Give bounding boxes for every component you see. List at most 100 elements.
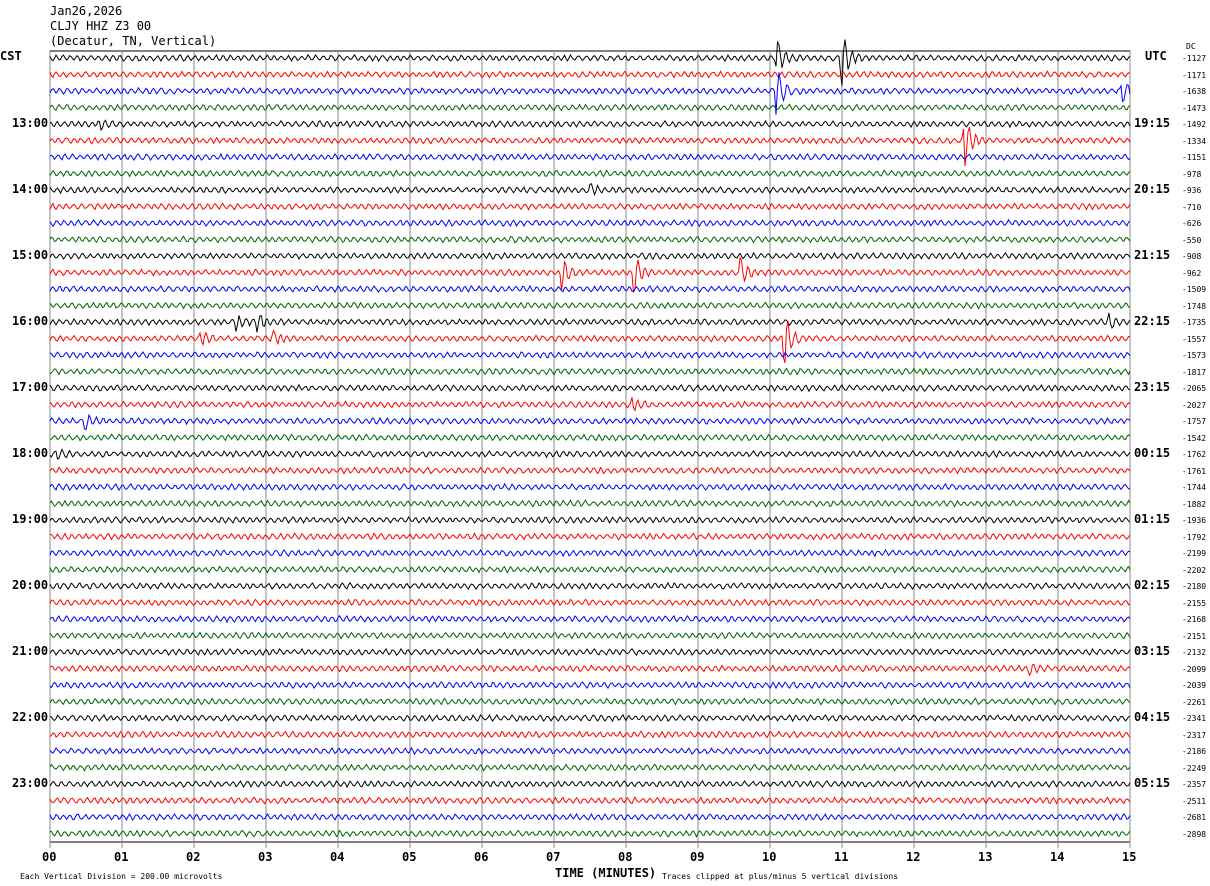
dc-offset-label: -2065 bbox=[1182, 384, 1207, 393]
x-tick-label: 08 bbox=[618, 850, 633, 864]
dc-offset-label: -2681 bbox=[1182, 813, 1207, 822]
seismic-trace bbox=[49, 39, 1131, 86]
seismic-trace bbox=[49, 631, 1131, 640]
seismic-trace bbox=[49, 183, 1131, 197]
dc-offset-label: -2511 bbox=[1182, 796, 1207, 806]
x-tick-label: 05 bbox=[402, 850, 417, 864]
dc-offset-label: -2249 bbox=[1182, 763, 1207, 773]
seismic-trace bbox=[49, 235, 1131, 244]
seismic-trace bbox=[49, 218, 1131, 228]
dc-offset-label: -710 bbox=[1182, 202, 1202, 212]
dc-offset-label: -1735 bbox=[1182, 318, 1207, 327]
seismic-trace bbox=[49, 796, 1131, 805]
dc-offset-label: -1151 bbox=[1182, 153, 1207, 162]
seismic-trace bbox=[49, 413, 1131, 431]
seismic-trace bbox=[49, 581, 1131, 591]
dc-offset-label: -2186 bbox=[1182, 747, 1207, 756]
seismic-trace bbox=[49, 482, 1131, 492]
seismic-trace bbox=[49, 515, 1131, 525]
utc-hour-label: 22:15 bbox=[1134, 314, 1171, 328]
seismic-trace bbox=[49, 367, 1131, 376]
x-axis-label: TIME (MINUTES) bbox=[555, 866, 657, 880]
dc-offset-label: -978 bbox=[1182, 169, 1202, 179]
dc-offset-label: -626 bbox=[1182, 219, 1202, 228]
left-timezone: CST bbox=[0, 49, 22, 63]
seismic-trace bbox=[49, 614, 1131, 624]
seismic-trace bbox=[49, 746, 1131, 756]
seismic-trace bbox=[49, 256, 1131, 293]
cst-hour-label: 23:00 bbox=[12, 776, 49, 790]
x-tick-label: 03 bbox=[258, 850, 273, 864]
x-tick-label: 11 bbox=[834, 850, 849, 864]
dc-offset-label: -2151 bbox=[1182, 631, 1207, 641]
utc-hour-label: 20:15 bbox=[1134, 182, 1171, 196]
dc-offset-label: -1936 bbox=[1182, 516, 1207, 525]
utc-hour-label: 00:15 bbox=[1134, 446, 1171, 460]
utc-hour-label: 23:15 bbox=[1134, 380, 1171, 394]
seismic-trace bbox=[49, 812, 1131, 822]
seismic-trace bbox=[49, 70, 1131, 79]
seismic-trace bbox=[49, 779, 1131, 789]
cst-hour-label: 16:00 bbox=[12, 314, 49, 328]
seismic-trace bbox=[49, 119, 1131, 132]
dc-offset-label: -2317 bbox=[1182, 730, 1207, 740]
seismic-trace bbox=[49, 647, 1131, 657]
dc-offset-label: -2199 bbox=[1182, 549, 1207, 558]
seismic-trace bbox=[49, 251, 1131, 261]
dc-offset-label: -1492 bbox=[1182, 120, 1207, 129]
seismic-trace bbox=[49, 598, 1131, 607]
seismic-trace bbox=[49, 202, 1131, 211]
seismic-trace bbox=[49, 532, 1131, 541]
seismic-trace bbox=[49, 312, 1131, 333]
dc-offset-label: -962 bbox=[1182, 268, 1202, 278]
dc-offset-label: -2202 bbox=[1182, 565, 1207, 575]
dc-offset-label: -2341 bbox=[1182, 714, 1207, 723]
seismic-trace bbox=[49, 301, 1131, 310]
utc-hour-label: 02:15 bbox=[1134, 578, 1171, 592]
dc-offset-label: -2132 bbox=[1182, 648, 1207, 657]
dc-offset-label: -1792 bbox=[1182, 532, 1207, 542]
cst-hour-label: 18:00 bbox=[12, 446, 49, 460]
dc-offset-label: -1171 bbox=[1182, 70, 1207, 80]
seismic-trace bbox=[49, 72, 1131, 115]
seismic-trace bbox=[50, 433, 1131, 442]
seismic-trace bbox=[49, 284, 1131, 294]
x-tick-label: 15 bbox=[1122, 850, 1137, 864]
dc-offset-label: -2027 bbox=[1182, 400, 1207, 410]
seismic-trace bbox=[49, 320, 1130, 363]
cst-hour-label: 22:00 bbox=[12, 710, 49, 724]
seismic-trace bbox=[49, 763, 1131, 772]
x-tick-label: 00 bbox=[42, 850, 57, 864]
x-tick-label: 14 bbox=[1050, 850, 1065, 864]
seismic-trace bbox=[49, 713, 1131, 723]
x-tick-label: 04 bbox=[330, 850, 345, 864]
seismic-trace bbox=[49, 829, 1131, 838]
dc-offset-label: -1761 bbox=[1182, 466, 1207, 476]
cst-hour-label: 14:00 bbox=[12, 182, 49, 196]
x-tick-label: 13 bbox=[978, 850, 993, 864]
dc-offset-label: -1334 bbox=[1182, 136, 1207, 146]
seismic-trace bbox=[49, 383, 1131, 393]
utc-hour-label: 01:15 bbox=[1134, 512, 1171, 526]
seismic-trace bbox=[49, 730, 1131, 739]
plot-frame bbox=[49, 50, 1131, 843]
cst-hour-label: 19:00 bbox=[12, 512, 49, 526]
seismic-trace bbox=[49, 103, 1131, 112]
cst-hour-label: 21:00 bbox=[12, 644, 49, 658]
seismic-trace bbox=[49, 350, 1131, 360]
seismic-trace bbox=[49, 697, 1131, 706]
dc-label: DC bbox=[1186, 42, 1196, 51]
dc-offset-label: -1882 bbox=[1182, 499, 1207, 509]
cst-hour-label: 13:00 bbox=[12, 116, 49, 130]
dc-offset-label: -2261 bbox=[1182, 697, 1207, 707]
utc-hour-label: 19:15 bbox=[1134, 116, 1171, 130]
dc-offset-label: -2099 bbox=[1182, 664, 1207, 674]
x-tick-label: 06 bbox=[474, 850, 489, 864]
dc-offset-label: -2155 bbox=[1182, 598, 1207, 608]
x-tick-label: 12 bbox=[906, 850, 921, 864]
x-tick-label: 09 bbox=[690, 850, 705, 864]
x-tick-label: 10 bbox=[762, 850, 777, 864]
dc-offset-label: -1757 bbox=[1182, 417, 1207, 426]
